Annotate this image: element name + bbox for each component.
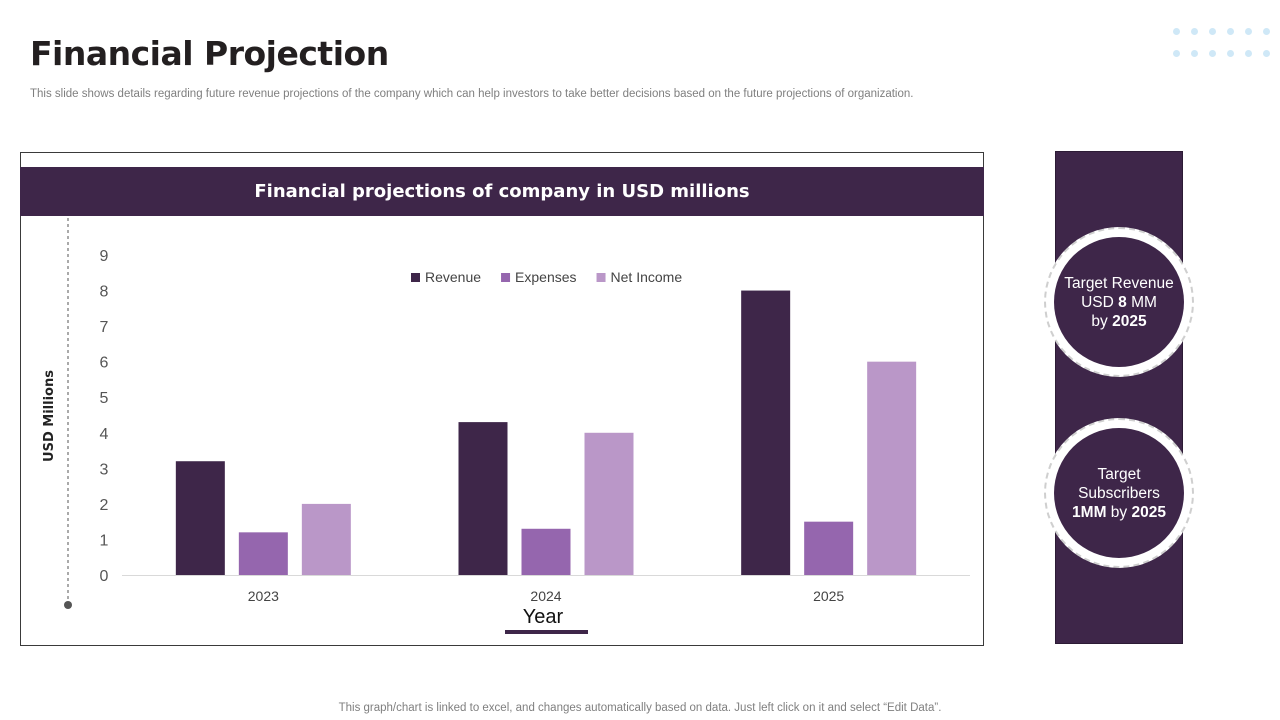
bar-revenue-2025 [741,290,791,575]
dot [1263,28,1270,35]
y-tick-label: 8 [100,284,109,301]
y-tick-label: 7 [100,319,109,336]
page-title: Financial Projection [30,34,389,73]
legend-swatch [411,273,420,282]
x-axis-title-underline [505,630,588,634]
target-revenue-label: Target Revenue [1064,274,1174,292]
target-side-panel [1055,151,1183,644]
target-revenue-badge: Target Revenue USD 8 MM by 2025 [1044,227,1194,377]
bar-net-income-2023 [301,503,351,575]
dot [1209,28,1216,35]
y-tick-label: 5 [100,390,109,407]
y-tick-label: 6 [100,355,109,372]
bar-expenses-2023 [238,532,288,575]
dot [1173,28,1180,35]
x-axis-title: Year [523,606,564,628]
x-tick-label: 2025 [813,588,844,604]
dot [1191,28,1198,35]
x-tick-label: 2023 [248,588,279,604]
page-subtitle: This slide shows details regarding futur… [30,88,914,100]
target-subscribers-amount-line: 1MM by 2025 [1072,503,1166,521]
bar-expenses-2025 [804,521,854,575]
target-subscribers-label: Target [1097,465,1141,483]
legend-label: Net Income [611,269,683,285]
bar-net-income-2025 [867,361,917,575]
y-tick-label: 2 [100,497,109,514]
chart-header: Financial projections of company in USD … [20,167,984,216]
y-tick-label: 0 [100,568,109,585]
legend-swatch [596,273,606,282]
chart-footnote: This graph/chart is linked to excel, and… [338,702,942,714]
target-revenue-amount-line: USD 8 MM [1081,293,1157,311]
target-subscribers-label-2: Subscribers [1078,484,1160,502]
bar-revenue-2024 [458,422,508,575]
y-tick-label: 9 [100,248,109,265]
legend-swatch [501,273,511,282]
y-axis-dot [64,601,72,609]
y-axis-title: USD Millions [42,370,57,462]
bar-chart[interactable]: USD Millions 0 1 2 3 4 5 6 7 8 9 2023 2024 2025 Revenu… [20,216,982,644]
dot [1245,28,1252,35]
dot [1227,28,1234,35]
y-tick-label: 1 [100,532,109,549]
decorative-dots [1170,26,1280,62]
bar-revenue-2023 [175,461,225,575]
bar-net-income-2024 [584,432,634,575]
dot [1173,50,1180,57]
dot [1263,50,1270,57]
dot [1227,50,1234,57]
y-tick-label: 4 [100,426,109,443]
y-tick-label: 3 [100,461,109,478]
target-revenue-year-line: by 2025 [1091,312,1147,330]
dot [1209,50,1216,57]
bar-expenses-2024 [521,528,571,575]
legend-label: Expenses [515,269,576,285]
target-subscribers-badge: Target Subscribers 1MM by 2025 [1044,418,1194,568]
dot [1245,50,1252,57]
dot [1191,50,1198,57]
legend-label: Revenue [425,269,481,285]
x-tick-label: 2024 [530,588,561,604]
